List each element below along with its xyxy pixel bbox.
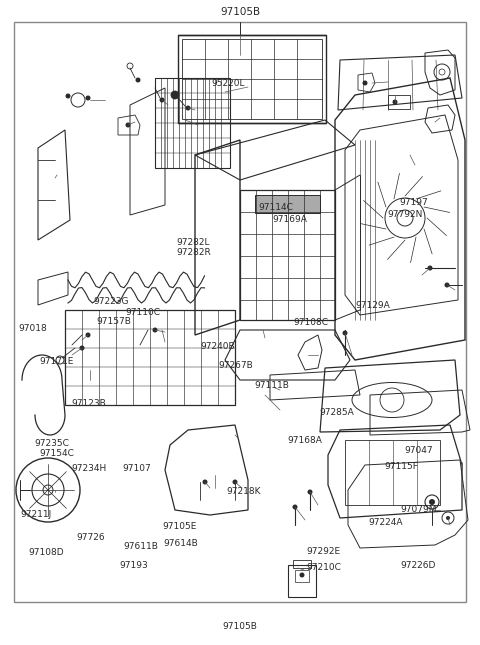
Circle shape [444,283,449,288]
Circle shape [171,91,179,99]
Circle shape [446,516,450,520]
Text: 97079M: 97079M [401,505,437,514]
Text: 97157B: 97157B [96,317,131,326]
Text: 97123B: 97123B [71,399,106,408]
Text: 97129A: 97129A [355,301,390,310]
Circle shape [125,123,131,128]
Circle shape [203,479,207,484]
Circle shape [308,490,312,495]
Text: 97107: 97107 [122,464,151,473]
Text: 97282L: 97282L [177,238,210,247]
Bar [155,78,230,168]
Circle shape [232,479,238,484]
Text: 97108D: 97108D [29,548,64,557]
Bar [293,560,311,568]
Text: 97115F: 97115F [384,462,418,471]
Circle shape [85,333,91,337]
Text: 97114C: 97114C [258,203,293,212]
Text: 97210C: 97210C [306,563,341,572]
Circle shape [85,95,91,101]
Text: 97267B: 97267B [218,361,253,370]
Circle shape [135,77,141,83]
Bar [14,22,466,602]
Circle shape [159,97,165,103]
Bar [345,440,440,505]
Text: 97292E: 97292E [306,547,340,556]
Bar [178,35,326,123]
Text: 97047: 97047 [404,446,433,455]
Text: 97211J: 97211J [20,510,51,519]
Circle shape [428,266,432,270]
Text: 97223G: 97223G [94,297,129,306]
Text: 97171E: 97171E [39,357,74,366]
Text: 97105B: 97105B [223,622,257,631]
Text: 97193: 97193 [119,561,148,570]
Text: 97169A: 97169A [273,215,308,224]
Bar [288,565,316,597]
Text: 97611B: 97611B [124,542,159,551]
Circle shape [185,106,191,110]
Text: 97226D: 97226D [401,561,436,570]
Text: 97105E: 97105E [162,522,197,531]
Circle shape [80,346,84,350]
Text: 97105B: 97105B [220,7,260,17]
Circle shape [65,94,71,99]
Bar [255,195,320,213]
Text: 97108C: 97108C [294,318,329,327]
Text: 97224A: 97224A [369,518,403,527]
Circle shape [393,99,397,104]
Text: 97154C: 97154C [39,449,74,458]
Text: 97197: 97197 [399,198,428,207]
Text: 97726: 97726 [77,533,106,542]
Text: 97792N: 97792N [388,210,423,219]
Circle shape [292,504,298,510]
Text: 97218K: 97218K [227,487,261,496]
Bar [295,570,309,582]
Text: 97111B: 97111B [254,381,289,390]
Text: 97285A: 97285A [319,408,354,417]
Circle shape [362,81,368,86]
Text: 97234H: 97234H [71,464,106,473]
Bar [240,190,335,320]
Bar [388,95,410,109]
Text: 97282R: 97282R [177,248,211,257]
Text: 97110C: 97110C [126,308,161,317]
Bar [65,310,235,405]
Text: 97168A: 97168A [287,436,322,445]
Circle shape [153,328,157,333]
Text: 97018: 97018 [18,324,47,333]
Text: 97235C: 97235C [35,439,70,448]
Circle shape [343,330,348,335]
Text: 97614B: 97614B [163,539,198,548]
Circle shape [429,499,435,505]
Text: 97240B: 97240B [201,342,235,351]
Bar [182,39,322,119]
Circle shape [300,573,304,577]
Text: 95220L: 95220L [211,79,245,88]
